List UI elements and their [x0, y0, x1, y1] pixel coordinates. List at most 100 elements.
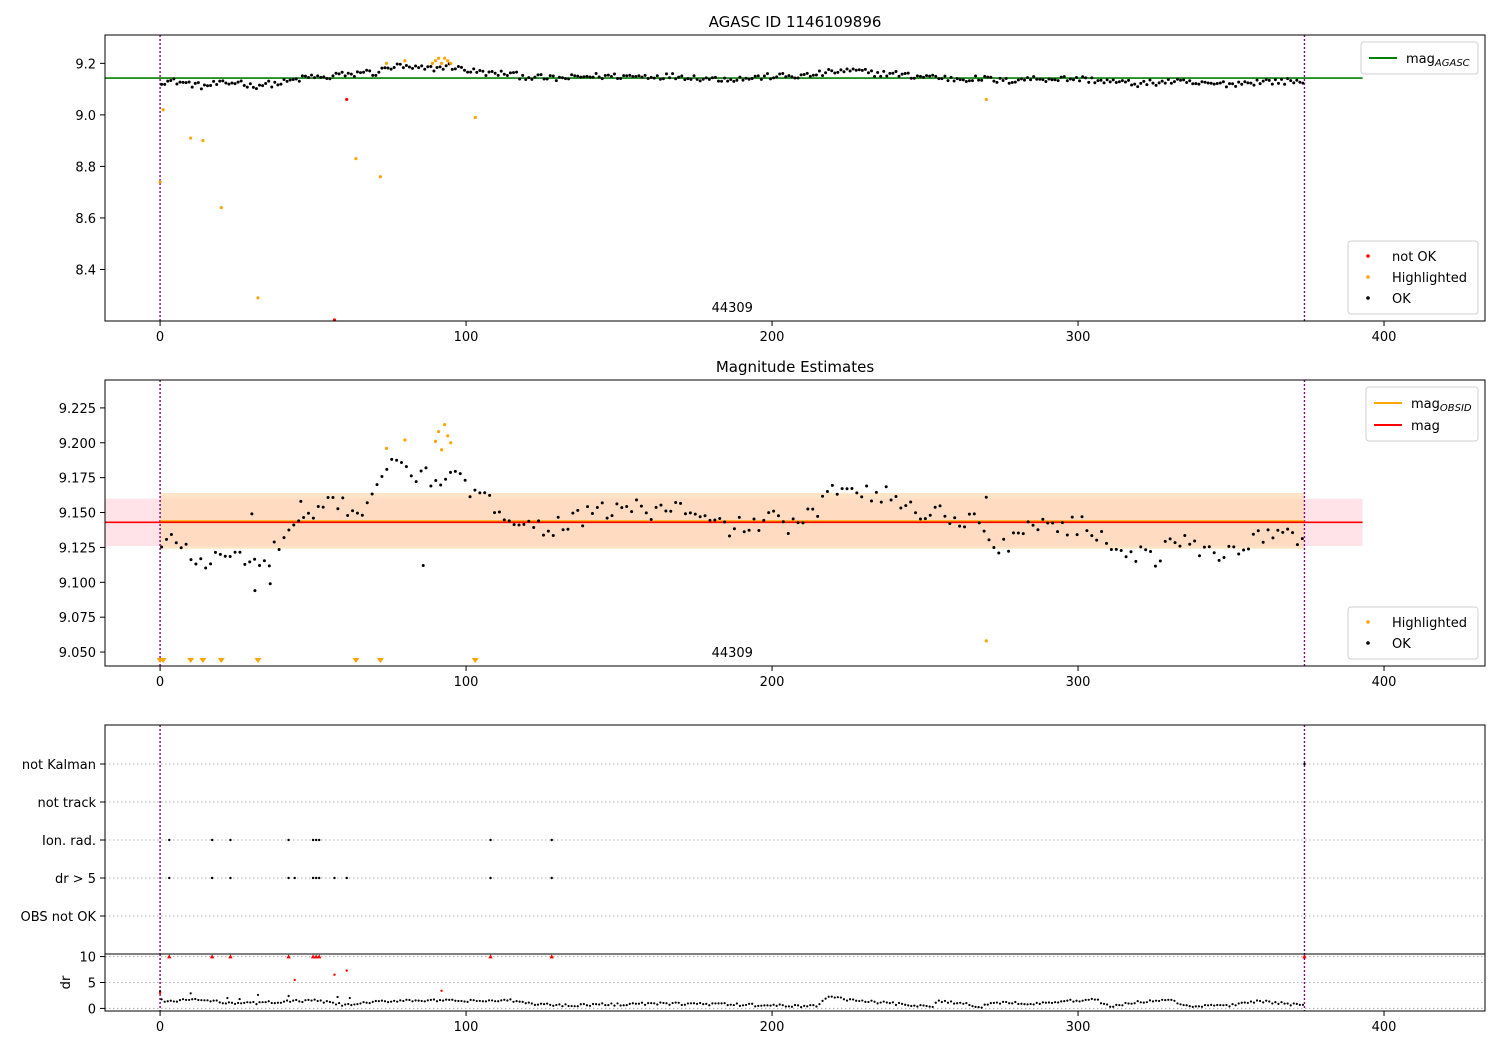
dr-chart: 0 5 10 dr 0 100 200 300 400 — [59, 951, 1486, 1035]
mid-ok-point-168 — [982, 529, 986, 533]
top-ok-point-358 — [1255, 78, 1259, 82]
dr-point-73 — [383, 1000, 387, 1003]
mid-ok-point-78 — [541, 533, 545, 537]
dr-point-174 — [692, 1002, 696, 1005]
mid-offscale-marker-8 — [471, 658, 479, 663]
mid-legend-points-box — [1347, 606, 1479, 660]
flags-point-2-6 — [317, 838, 321, 842]
mid-ok-point-25 — [282, 536, 286, 540]
top-ok-point-242 — [900, 72, 904, 76]
top-ok-point-50 — [313, 76, 317, 80]
mid-ok-point-0 — [160, 545, 164, 549]
top-ok-point-180 — [710, 76, 714, 80]
dr-point-85 — [420, 999, 423, 1003]
dr-point-109 — [494, 1000, 497, 1003]
dr-point-33 — [261, 1001, 264, 1004]
top-ok-point-182 — [717, 79, 721, 83]
top-ok-point-205 — [787, 74, 791, 78]
dr-point-249 — [922, 1004, 925, 1007]
mid-xtick-label-4: 400 — [1372, 675, 1397, 690]
mid-ok-point-86 — [581, 524, 585, 528]
top-ok-point-295 — [1062, 75, 1066, 79]
dr-point-225 — [848, 998, 852, 1001]
mid-ok-point-85 — [576, 508, 580, 512]
mid-ok-point-145 — [869, 499, 873, 503]
mid-ok-point-82 — [561, 528, 565, 532]
mid-ok-point-92 — [610, 514, 614, 518]
mid-chart-title: Magnitude Estimates — [716, 358, 874, 376]
dr-point-107 — [487, 999, 491, 1002]
top-ok-point-350 — [1231, 82, 1235, 86]
dr-point-201 — [775, 1004, 778, 1007]
dr-point-351 — [1234, 1004, 1237, 1007]
flags-point-2-2 — [229, 838, 232, 842]
top-ok-point-111 — [499, 69, 503, 73]
top-ok-point-272 — [992, 79, 996, 83]
top-ok-point-99 — [463, 68, 467, 72]
top-ok-point-240 — [894, 70, 898, 74]
top-ok-point-155 — [634, 74, 638, 78]
top-ok-point-64 — [355, 70, 359, 74]
dr-point-321 — [1142, 1001, 1145, 1004]
top-ok-point-44 — [294, 77, 298, 81]
dr-point-64 — [356, 1002, 359, 1006]
dr-point-213 — [812, 1004, 815, 1007]
top-ok-point-21 — [224, 81, 228, 85]
mid-highlighted-point-4 — [439, 448, 444, 452]
top-ok-point-354 — [1243, 80, 1247, 84]
mid-ok-point-99 — [644, 511, 648, 515]
mid-ok-point-151 — [899, 506, 903, 510]
dr-point-183 — [720, 1002, 723, 1005]
mid-highlighted-point-3 — [436, 430, 441, 434]
mid-ok-point-146 — [874, 490, 878, 494]
top-ok-point-170 — [680, 74, 684, 78]
dr-point-226 — [852, 998, 855, 1001]
dr-point-334 — [1182, 1003, 1185, 1007]
mid-ok-point-65 — [478, 491, 482, 495]
dr-point-224 — [845, 999, 849, 1002]
mid-ok-point-147 — [879, 500, 883, 504]
mid-ok-point-30 — [306, 511, 310, 515]
dr-point-48 — [307, 998, 310, 1001]
dr-point-14 — [203, 999, 206, 1002]
mid-ok-point-38 — [346, 513, 350, 517]
top-ok-point-265 — [970, 79, 974, 83]
mid-ok-point-47 — [390, 457, 394, 461]
top-highlighted-point-0 — [158, 180, 162, 184]
top-ok-point-48 — [306, 75, 310, 79]
top-ok-point-261 — [958, 78, 962, 82]
mid-ok-point-49 — [400, 460, 404, 464]
top-ok-point-201 — [775, 75, 779, 79]
dr-point-163 — [659, 1001, 662, 1004]
mid-ok-point-205 — [1163, 539, 1167, 543]
dr-point-214 — [815, 1005, 818, 1008]
dr-point-165 — [665, 1002, 668, 1005]
top-ok-point-179 — [707, 77, 711, 81]
mid-ok-point-187 — [1075, 533, 1079, 537]
mid-ok-point-211 — [1193, 539, 1197, 543]
mid-ok-point-186 — [1070, 515, 1074, 519]
dr-point-322 — [1145, 1001, 1148, 1004]
dr-point-146 — [607, 1003, 610, 1007]
top-highlighted-point-2 — [189, 136, 193, 140]
mid-ok-point-67 — [488, 493, 492, 497]
top-ok-point-253 — [934, 74, 938, 78]
dr-point-19 — [218, 1001, 221, 1004]
mid-ok-point-6 — [189, 558, 193, 562]
dr-point-68 — [368, 1002, 371, 1005]
top-ok-point-199 — [769, 77, 773, 81]
dr-point-223 — [842, 998, 846, 1001]
dr-point-15 — [206, 999, 209, 1002]
mid-ok-point-14 — [228, 554, 232, 558]
dr-point-113 — [506, 999, 509, 1002]
dr-point-291 — [1050, 1001, 1054, 1005]
dr-point-117 — [518, 1000, 521, 1003]
top-ok-point-141 — [591, 75, 595, 79]
top-ok-point-291 — [1050, 78, 1054, 82]
top-ok-point-228 — [857, 68, 861, 72]
top-ok-point-206 — [790, 75, 794, 79]
dr-point-119 — [524, 1002, 527, 1005]
dr-point-268 — [980, 1006, 983, 1009]
top-ok-point-252 — [931, 73, 935, 77]
dr-point-108 — [490, 999, 494, 1002]
